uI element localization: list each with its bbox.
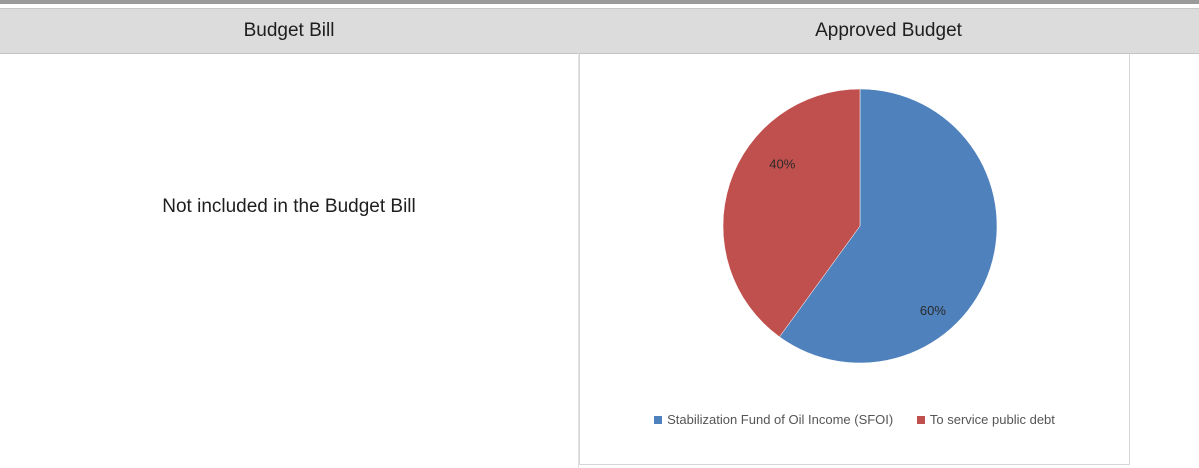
pie-label-public-debt: 40% bbox=[769, 157, 795, 172]
legend-swatch-public-debt bbox=[916, 416, 925, 424]
chart-legend: Stabilization Fund of Oil Income (SFOI) … bbox=[580, 412, 1129, 427]
pie-slice-sfoi bbox=[779, 88, 998, 364]
legend-label-sfoi: Stabilization Fund of Oil Income (SFOI) bbox=[667, 412, 894, 427]
header-approved-budget: Approved Budget bbox=[815, 20, 962, 41]
column-divider bbox=[578, 52, 579, 468]
table-header-row: Budget Bill Approved Budget bbox=[0, 8, 1199, 54]
budget-bill-note: Not included in the Budget Bill bbox=[162, 196, 416, 217]
legend-swatch-sfoi bbox=[654, 416, 663, 424]
header-budget-bill: Budget Bill bbox=[243, 20, 335, 41]
top-rule bbox=[0, 0, 1199, 4]
approved-budget-chart: 60% 40% Stabilization Fund of Oil Income … bbox=[579, 54, 1130, 465]
legend-item-sfoi: Stabilization Fund of Oil Income (SFOI) bbox=[654, 412, 893, 427]
pie-label-sfoi: 60% bbox=[920, 303, 946, 318]
legend-label-public-debt: To service public debt bbox=[929, 412, 1055, 427]
legend-item-public-debt: To service public debt bbox=[916, 412, 1055, 427]
pie-chart-svg: 60% 40% bbox=[722, 88, 998, 364]
budget-bill-cell: Not included in the Budget Bill bbox=[0, 53, 578, 468]
pie-slice-public-debt bbox=[722, 88, 861, 338]
